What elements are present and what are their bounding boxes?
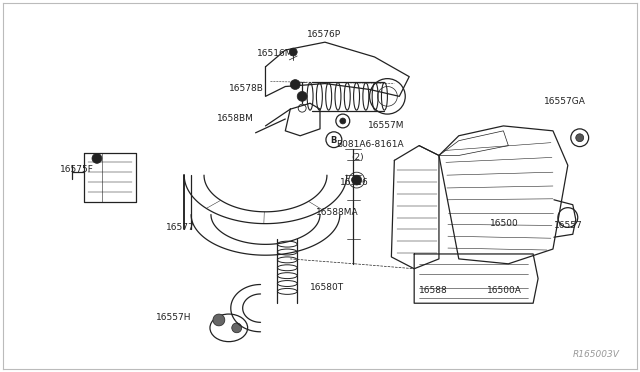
Circle shape	[297, 92, 307, 101]
Text: 16580T: 16580T	[310, 283, 344, 292]
Circle shape	[92, 154, 102, 163]
Text: 16576P: 16576P	[307, 31, 341, 39]
Circle shape	[289, 48, 297, 56]
Text: (2): (2)	[352, 154, 364, 163]
Text: 1658BM: 1658BM	[217, 114, 254, 123]
Text: 16516: 16516	[340, 178, 369, 187]
Text: 16588MA: 16588MA	[316, 208, 358, 217]
Text: 16557GA: 16557GA	[544, 97, 586, 106]
Text: 16588: 16588	[419, 286, 448, 295]
Text: 16575F: 16575F	[60, 165, 94, 174]
Circle shape	[291, 80, 300, 89]
Circle shape	[340, 118, 346, 124]
Text: B081A6-8161A: B081A6-8161A	[336, 140, 403, 149]
Circle shape	[576, 134, 584, 142]
Text: 16500A: 16500A	[486, 286, 522, 295]
Text: 16557: 16557	[554, 221, 582, 231]
Text: 16557H: 16557H	[156, 313, 192, 322]
Text: B: B	[331, 136, 337, 145]
Circle shape	[232, 323, 242, 333]
Text: 16557M: 16557M	[367, 121, 404, 130]
Text: 16577: 16577	[166, 224, 195, 232]
Circle shape	[352, 175, 362, 185]
Circle shape	[213, 314, 225, 326]
Text: 16500: 16500	[490, 219, 518, 228]
Text: R165003V: R165003V	[573, 350, 620, 359]
Text: 16516M: 16516M	[257, 49, 293, 58]
Text: 16578B: 16578B	[228, 84, 264, 93]
